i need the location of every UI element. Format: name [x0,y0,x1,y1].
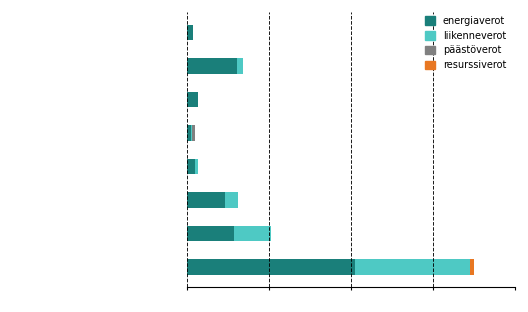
Bar [187,193,225,207]
Bar [187,125,191,140]
Bar [355,260,470,275]
Bar [195,159,197,174]
Bar [192,125,195,140]
Bar [225,193,238,207]
Bar [187,260,355,275]
Bar [187,159,195,174]
Bar [237,58,243,74]
Bar [187,58,237,74]
Legend: energiaverot, liikenneverot, päästöverot, resurssiverot: energiaverot, liikenneverot, päästöverot… [421,12,510,74]
Bar [470,260,474,275]
Bar [191,125,192,140]
Bar [234,226,271,241]
Bar [187,226,234,241]
Bar [187,92,197,107]
Bar [187,25,193,40]
